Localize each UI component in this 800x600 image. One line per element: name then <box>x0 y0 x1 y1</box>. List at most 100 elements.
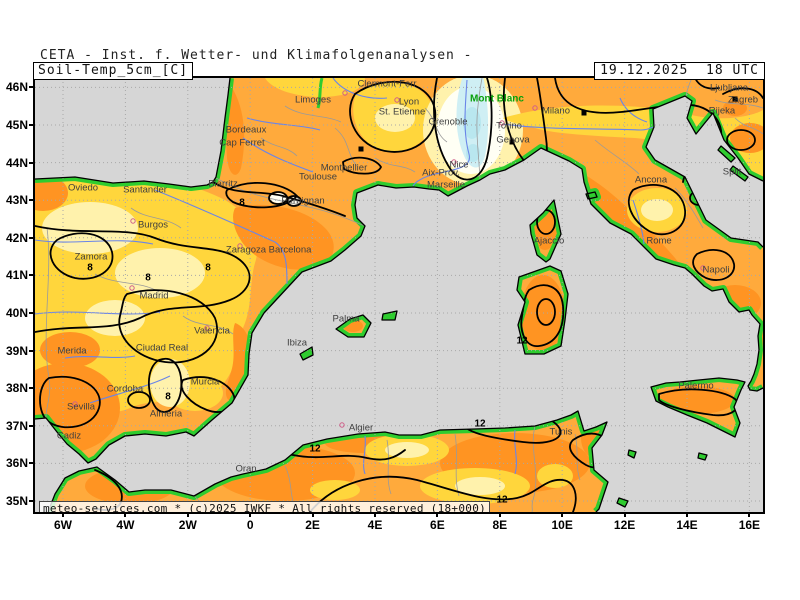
map-art <box>35 78 763 512</box>
city-label: Ibiza <box>286 337 308 349</box>
city-label: Oran <box>235 463 257 475</box>
lon-tick-mark <box>311 512 314 517</box>
lat-tick-label: 39N <box>5 343 28 358</box>
contour-value-label: 12 <box>496 494 508 506</box>
city-label: Murcia <box>190 376 220 388</box>
city-label: Toulouse <box>298 171 338 183</box>
city-label: Torino <box>496 120 522 132</box>
lat-tick-label: 44N <box>5 155 28 170</box>
city-label: Split <box>722 166 742 178</box>
lon-tick-mark <box>124 512 127 517</box>
contour-value-label: 8 <box>239 197 245 209</box>
lon-tick-label: 4W <box>116 518 135 532</box>
city-label: Cordoba <box>106 383 144 395</box>
city-label: Valencia <box>194 325 230 337</box>
station-marker-icon <box>509 139 515 145</box>
station-markers <box>358 96 738 152</box>
contour-value-label: 8 <box>205 262 211 274</box>
city-label: Cap Ferret <box>219 137 265 149</box>
lat-tick-label: 43N <box>5 193 28 208</box>
station-marker-icon <box>732 96 738 102</box>
lat-tick-label: 37N <box>5 418 28 433</box>
lon-tick-label: 6W <box>54 518 72 532</box>
station-marker-icon <box>358 146 364 152</box>
lat-tick-mark <box>29 274 34 277</box>
lat-tick-mark <box>29 124 34 126</box>
station-marker-icon <box>581 110 587 116</box>
lat-tick-mark <box>29 312 34 314</box>
city-label: Ancona <box>634 174 668 186</box>
city-dots <box>72 90 706 428</box>
city-dot <box>499 120 505 126</box>
lon-tick-label: 2E <box>305 518 320 532</box>
city-label: Madrid <box>139 290 169 302</box>
city-label: Limoges <box>295 94 331 106</box>
grid-lines <box>35 78 763 512</box>
lat-tick-label: 36N <box>5 456 28 471</box>
datetime-label: 19.12.2025 18 UTC <box>594 62 765 80</box>
lon-tick-label: 0 <box>246 518 254 532</box>
lon-tick-label: 4E <box>367 518 383 532</box>
city-label: Merida <box>57 345 87 357</box>
contour-value-label: 12 <box>516 335 528 347</box>
city-dot <box>237 243 243 249</box>
lat-tick-label: 42N <box>5 230 28 245</box>
city-label: Napoli <box>702 264 730 276</box>
copyright-credit: meteo-services.com * (c)2025 IWKF * All … <box>39 501 491 512</box>
city-dot <box>204 325 210 331</box>
lat-tick-mark <box>29 349 34 352</box>
lat-tick-label: 35N <box>5 494 28 508</box>
lon-tick-label: 8E <box>492 518 508 532</box>
contour-value-label: 8 <box>87 262 93 274</box>
city-label: Sevilla <box>67 401 95 413</box>
city-label: Palma <box>332 313 360 325</box>
lon-tick-label: 16E <box>738 518 761 532</box>
city-label: Cadiz <box>56 430 82 442</box>
city-dot <box>451 159 457 165</box>
lon-tick-mark <box>561 512 564 517</box>
city-label: Ljubljana <box>709 82 749 94</box>
contour-value-label: 8 <box>165 391 171 403</box>
city-label: Zagreb <box>727 94 759 106</box>
lon-tick-mark <box>498 512 501 517</box>
product-label: Soil-Temp_5cm_[C] <box>33 62 194 80</box>
lon-tick-mark <box>623 512 626 517</box>
lat-tick-mark <box>29 86 34 89</box>
contour-value-label: 12 <box>474 418 486 430</box>
city-label: Grenoble <box>428 116 468 128</box>
city-label: Nice <box>449 159 469 171</box>
map-frame: Oviedo Santander Biarritz Burgos Zamora Zarag… <box>33 76 765 514</box>
lon-tick-mark <box>374 512 376 517</box>
lat-tick-mark <box>29 236 34 239</box>
city-label: Almeria <box>149 408 183 420</box>
institute-title: CETA - Inst. f. Wetter- und Klimafolgena… <box>40 48 473 63</box>
city-label: Palermo <box>678 380 714 392</box>
city-dot <box>532 105 538 111</box>
lat-tick-label: 46N <box>5 80 28 95</box>
city-label: Marseille <box>426 179 466 191</box>
lon-tick-mark <box>186 512 189 517</box>
lat-tick-mark <box>29 199 34 202</box>
lon-tick-mark <box>62 512 64 517</box>
map-canvas: Oviedo Santander Biarritz Burgos Zamora Zarag… <box>35 78 763 512</box>
city-label: Lyon <box>398 96 420 108</box>
city-label: Tunis <box>549 426 573 438</box>
city-label: Montpellier <box>320 162 368 174</box>
lon-tick-label: 14E <box>676 518 698 532</box>
lat-tick-mark <box>29 424 34 427</box>
city-dot <box>700 265 706 271</box>
mountain-label: Mont Blanc <box>470 93 524 105</box>
city-label: Milano <box>542 105 570 117</box>
city-label: Burgos <box>137 219 169 231</box>
lat-tick-label: 40N <box>5 306 28 320</box>
city-label: Oviedo <box>67 182 99 194</box>
contour-value-label: 8 <box>145 272 151 284</box>
lat-tick-label: 45N <box>5 118 28 132</box>
city-label: Biarritz <box>208 178 238 190</box>
city-dot <box>394 97 400 103</box>
lon-tick-mark <box>249 512 252 517</box>
city-label: Ajaccio <box>533 235 565 247</box>
lon-tick-label: 12E <box>613 518 636 532</box>
city-label: Rijeka <box>708 105 736 117</box>
